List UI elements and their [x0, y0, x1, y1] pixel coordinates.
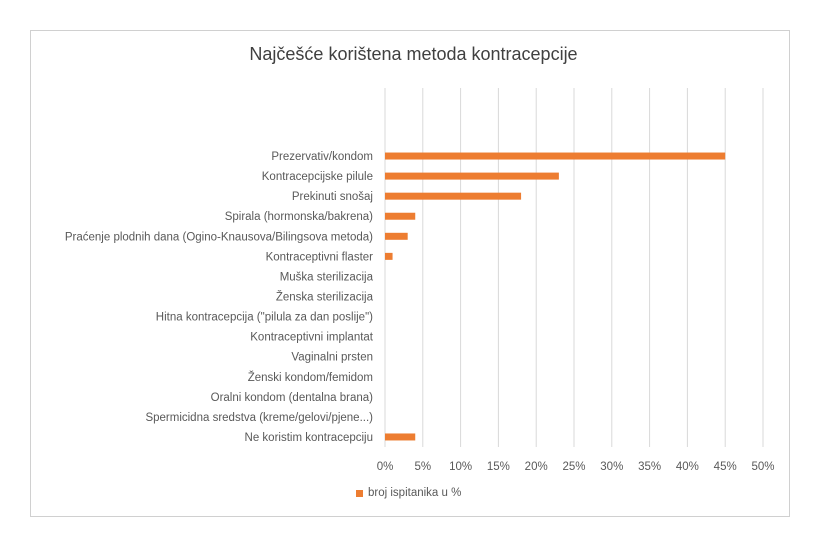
x-tick-label: 5% — [414, 461, 431, 473]
bar — [385, 212, 416, 220]
x-tick-label: 45% — [714, 461, 737, 473]
bar — [385, 192, 522, 200]
y-tick-label: Ne koristim kontracepciju — [245, 432, 373, 444]
y-tick-label: Kontraceptivni implantat — [250, 332, 374, 344]
bar — [385, 232, 408, 240]
bar — [385, 152, 726, 160]
x-tick-label: 20% — [525, 461, 548, 473]
y-tick-label: Vaginalni prsten — [291, 352, 373, 364]
y-tick-label: Prekinuti snošaj — [292, 191, 373, 203]
y-tick-label: Kontracepcijske pilule — [262, 171, 373, 183]
bar — [385, 172, 559, 180]
y-tick-label: Spirala (hormonska/bakrena) — [225, 211, 373, 223]
x-tick-label: 40% — [676, 461, 699, 473]
legend: broj ispitanika u % — [356, 487, 461, 499]
y-tick-label: Praćenje plodnih dana (Ogino-Knausova/Bi… — [65, 231, 373, 243]
legend-swatch — [356, 489, 363, 497]
bar — [385, 433, 416, 441]
bar — [385, 252, 393, 260]
y-tick-label: Spermicidna sredstva (kreme/gelovi/pjene… — [145, 412, 373, 424]
y-tick-label: Hitna kontracepcija ("pilula za dan posl… — [156, 312, 373, 324]
x-tick-label: 30% — [600, 461, 623, 473]
chart-area — [30, 30, 790, 517]
x-tick-label: 0% — [377, 461, 394, 473]
chart-title: Najčešće korištena metoda kontracepcije — [249, 44, 578, 64]
x-tick-label: 10% — [449, 461, 472, 473]
x-tick-label: 25% — [562, 461, 585, 473]
y-tick-label: Ženski kondom/femidom — [248, 371, 373, 384]
y-tick-label: Muška sterilizacija — [280, 271, 374, 283]
y-tick-label: Oralni kondom (dentalna brana) — [211, 392, 374, 404]
x-tick-label: 50% — [751, 461, 774, 473]
y-tick-label: Prezervativ/kondom — [271, 151, 373, 163]
legend-label: broj ispitanika u % — [368, 487, 462, 499]
x-tick-label: 15% — [487, 461, 510, 473]
y-tick-label: Ženska sterilizacija — [276, 291, 374, 304]
y-tick-label: Kontraceptivni flaster — [266, 251, 374, 263]
x-tick-label: 35% — [638, 461, 661, 473]
